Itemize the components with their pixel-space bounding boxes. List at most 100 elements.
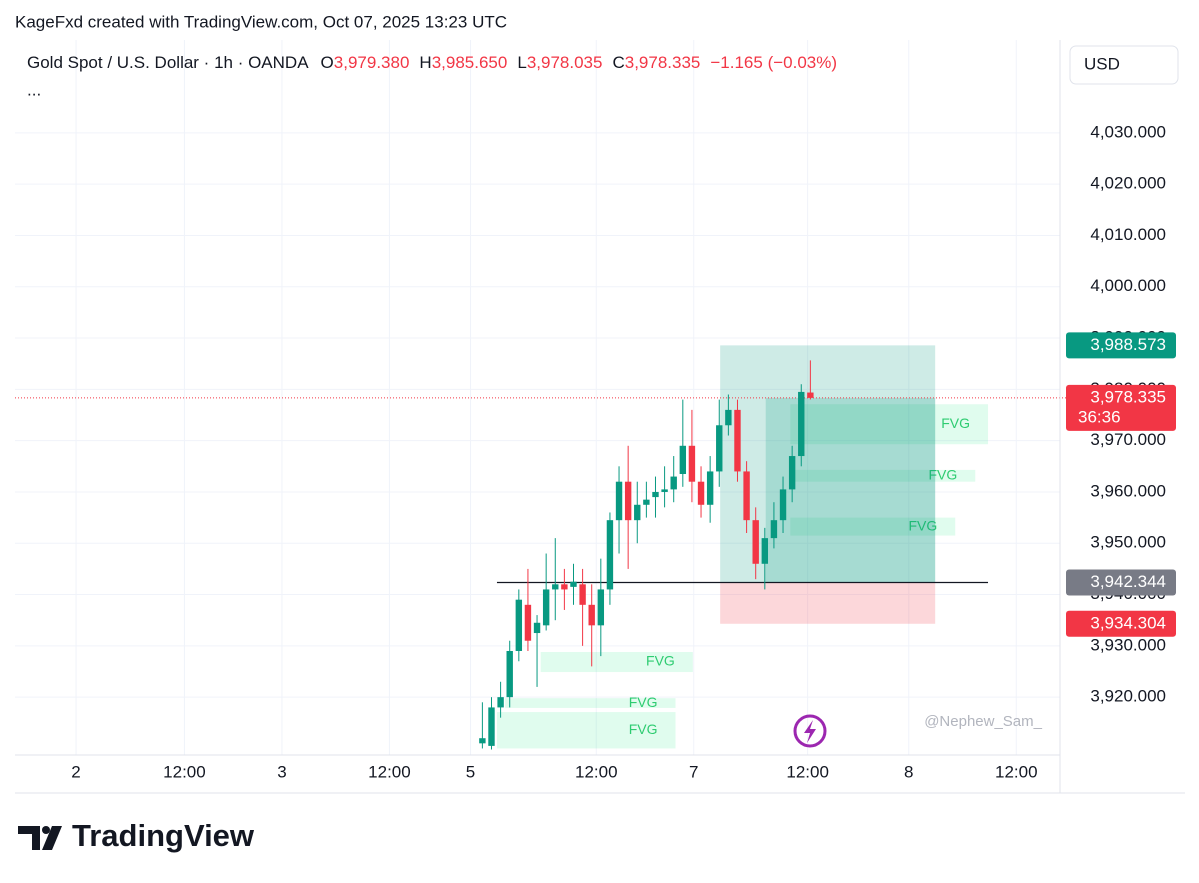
candle-body — [688, 445, 696, 482]
x-tick-label: 2 — [71, 762, 80, 781]
y-tick-label: 3,920.000 — [1090, 687, 1166, 706]
fvg-zone — [790, 404, 989, 445]
y-tick-label: 3,930.000 — [1090, 635, 1166, 654]
fvg-zone — [505, 698, 676, 708]
fvg-zone — [790, 469, 976, 482]
loss-zone — [720, 582, 936, 624]
chart-title: KageFxd created with TradingView.com, Oc… — [15, 12, 507, 31]
price-tag — [1066, 569, 1176, 596]
ohlc-value: 3,978.035 — [527, 53, 603, 72]
candle-body — [706, 471, 714, 505]
price-tag-label: 3,942.344 — [1090, 572, 1166, 591]
y-tick-label: 4,010.000 — [1090, 225, 1166, 244]
ohlc-value: 3,985.650 — [432, 53, 508, 72]
candle-body — [506, 650, 513, 698]
logo-mark — [18, 826, 40, 850]
candle-body — [743, 471, 750, 521]
x-tick-label: 12:00 — [163, 762, 206, 781]
change: −1.165 (−0.03%) — [710, 53, 837, 72]
logo-dot — [42, 826, 50, 834]
currency: USD — [1084, 54, 1120, 73]
fvg-label: FVG — [928, 467, 957, 483]
candle-body — [552, 584, 559, 590]
ohlc-value: 3,978.335 — [625, 53, 701, 72]
symbol: Gold Spot / U.S. Dollar · 1h · OANDA — [27, 53, 309, 72]
more-button[interactable]: ... — [27, 80, 41, 99]
open-profit-zone — [765, 397, 936, 583]
x-tick-label: 7 — [689, 762, 698, 781]
y-tick-label: 4,020.000 — [1090, 174, 1166, 193]
axes: 3,920.0003,930.0003,940.0003,950.0003,96… — [71, 122, 1176, 781]
candle-body — [606, 520, 614, 590]
candle-body — [615, 481, 623, 521]
fvg-label: FVG — [941, 415, 970, 431]
candle-body — [634, 504, 641, 521]
price-tag-label: 3,988.573 — [1090, 335, 1166, 354]
fvg-label: FVG — [629, 721, 658, 737]
candle-body — [488, 707, 495, 746]
logo-slash — [42, 826, 62, 850]
watermark: @Nephew_Sam_ — [924, 713, 1042, 730]
candle-body — [643, 499, 650, 505]
price-tag-countdown: 36:36 — [1078, 407, 1121, 426]
x-tick-label: 3 — [277, 762, 286, 781]
y-tick-label: 3,950.000 — [1090, 533, 1166, 552]
x-tick-label: 12:00 — [575, 762, 618, 781]
candle-body — [570, 581, 577, 587]
candle-body — [624, 481, 632, 521]
candle-body — [716, 425, 723, 472]
candle-body — [515, 599, 523, 651]
candle-body — [542, 589, 550, 626]
fvg-zone — [496, 712, 676, 749]
x-tick-label: 12:00 — [368, 762, 411, 781]
lightning-icon[interactable] — [793, 714, 827, 748]
candle-body — [752, 520, 759, 564]
brand-logo — [18, 826, 62, 850]
ohlc-key: O — [321, 53, 334, 72]
candle-body — [807, 392, 814, 398]
grid — [15, 40, 1060, 755]
ohlc-value: 3,979.380 — [334, 53, 410, 72]
candle-body — [597, 589, 605, 626]
icon-ring — [793, 714, 827, 748]
fvg-label: FVG — [646, 653, 675, 669]
currency-box[interactable] — [1069, 45, 1179, 85]
candle-body — [779, 489, 787, 521]
candle-body — [479, 738, 486, 744]
fvg-zone — [540, 652, 693, 673]
candle-body — [788, 456, 796, 490]
fvg-label: FVG — [629, 694, 658, 710]
fvg-zone — [790, 517, 956, 536]
fvg-label: FVG — [908, 517, 937, 533]
y-tick-label: 4,030.000 — [1090, 122, 1166, 141]
ohlc-key: L — [517, 53, 526, 72]
candle-body — [588, 604, 595, 626]
y-tick-label: 3,960.000 — [1090, 481, 1166, 500]
ohlc-key: H — [419, 53, 431, 72]
y-tick-label: 3,970.000 — [1090, 430, 1166, 449]
candle-body — [770, 520, 778, 539]
candle-body — [734, 409, 741, 472]
x-tick-label: 8 — [904, 762, 913, 781]
candle-body — [725, 409, 732, 426]
candle-body — [761, 538, 769, 564]
icon-bolt — [804, 720, 816, 743]
candle-body — [652, 491, 659, 498]
brand-name: TradingView — [72, 818, 255, 853]
x-tick-label: 12:00 — [995, 762, 1038, 781]
candle-body — [561, 584, 568, 590]
x-tick-label: 12:00 — [786, 762, 829, 781]
legend: Gold Spot / U.S. Dollar · 1h · OANDA O3,9… — [27, 53, 837, 72]
candle-body — [679, 445, 687, 475]
candle-body — [661, 489, 668, 492]
price-tag — [1066, 384, 1176, 431]
ohlc-key: C — [612, 53, 624, 72]
candle-body — [798, 391, 805, 457]
price-tag — [1066, 610, 1176, 637]
candle-body — [670, 476, 677, 490]
y-tick-label: 4,000.000 — [1090, 276, 1166, 295]
candle-body — [524, 604, 532, 641]
price-tag-label: 3,978.335 — [1090, 387, 1166, 406]
